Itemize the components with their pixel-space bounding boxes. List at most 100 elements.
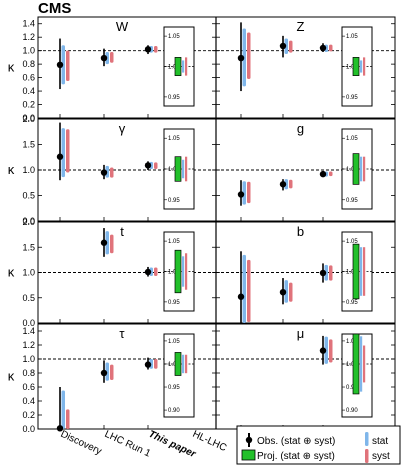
- projection-stat-bar: [360, 60, 363, 73]
- observed-point: [279, 288, 287, 296]
- inset-tick-label: 0.95: [168, 95, 180, 101]
- observed-point: [319, 269, 327, 277]
- projection-box: [352, 153, 360, 185]
- inset-tick-label: 0.95: [168, 198, 180, 204]
- y-tick-label: 0.2: [22, 410, 35, 420]
- y-tick-label: 1.5: [22, 140, 35, 150]
- projection-box: [174, 352, 182, 376]
- y-tick-label: 0.6: [22, 382, 35, 392]
- y-tick-label: 1.4: [22, 326, 35, 336]
- y-tick-label: 0.8: [22, 59, 35, 69]
- y-tick-label: 1.4: [22, 19, 35, 29]
- inset-tick-label: 0.95: [346, 198, 358, 204]
- projection-stat-bar: [360, 336, 363, 392]
- x-category-label: Discovery: [59, 429, 103, 458]
- y-tick-label: 0.5: [22, 293, 35, 303]
- legend: Obs. (stat ⊕ syst) Proj. (stat ⊕ syst) s…: [236, 425, 401, 465]
- inset-tick-label: 1.00: [168, 167, 180, 173]
- observed-point: [56, 425, 64, 432]
- projection-stat-bar: [182, 159, 185, 179]
- projection-syst-bar: [363, 156, 366, 182]
- panel-3: g 0.95 1.00 1.05: [215, 118, 396, 222]
- projection-box: [174, 57, 182, 76]
- panel-title: b: [297, 224, 304, 239]
- observed-point: [100, 169, 108, 176]
- observed-point: [319, 170, 327, 178]
- y-tick-label: 0.2: [22, 100, 35, 110]
- y-tick-label: 0.0: [22, 318, 35, 328]
- inset-tick-label: 1.05: [346, 136, 358, 142]
- y-tick-label: 0.5: [22, 191, 35, 201]
- x-category-label: This paper: [147, 429, 198, 461]
- legend-obs-marker: [245, 436, 253, 444]
- panel-6: 0.0 0.2 0.4 0.6 0.8 1.0 1.2 1.4 κ τ 0.90 0.95 1.00 1.…: [8, 323, 217, 434]
- stat-bar: [61, 390, 65, 429]
- y-tick-label: 0.6: [22, 73, 35, 83]
- syst-bar: [66, 129, 70, 173]
- panel-4: 0.0 0.5 1.0 1.5 2.0 κ t 0.95 1.00 1.05: [8, 217, 217, 328]
- inset-tick-label: 1.00: [346, 65, 358, 71]
- stat-bar: [61, 128, 65, 178]
- observed-point: [319, 347, 327, 354]
- syst-bar: [154, 267, 158, 277]
- inset-tick-label: 0.95: [168, 385, 180, 391]
- observed-point: [100, 54, 108, 62]
- panel-title: t: [120, 224, 124, 239]
- y-tick-label: 1.2: [22, 32, 35, 42]
- panel-title: γ: [119, 121, 126, 136]
- observed-point: [100, 239, 108, 246]
- observed-point: [100, 369, 108, 377]
- projection-syst-bar: [185, 253, 188, 290]
- projection-syst-bar: [363, 57, 366, 76]
- observed-point: [56, 61, 64, 69]
- inset-tick-label: 1.05: [346, 239, 358, 245]
- y-tick-label: 1.2: [22, 340, 35, 350]
- y-tick-label: 1.5: [22, 242, 35, 252]
- observed-point: [144, 46, 152, 53]
- observed-point: [279, 181, 287, 188]
- syst-bar: [110, 364, 114, 380]
- syst-bar: [66, 409, 70, 429]
- y-tick-label: 2.0: [22, 114, 35, 124]
- legend-box: [236, 425, 401, 465]
- projection-syst-bar: [185, 156, 188, 182]
- stat-bar: [284, 179, 288, 190]
- legend-stat-label: stat: [372, 436, 388, 447]
- y-tick-label: 0.4: [22, 86, 35, 96]
- stat-bar: [105, 362, 109, 381]
- y-axis-label: κ: [8, 265, 15, 280]
- stat-bar: [284, 38, 288, 55]
- panel-2: 0.0 0.5 1.0 1.5 2.0 κ γ 0.95 1.00 1.05: [8, 114, 217, 226]
- projection-stat-bar: [182, 60, 185, 73]
- panel-5: b 0.95 1.00 1.05: [215, 221, 396, 324]
- projection-box: [352, 57, 360, 76]
- y-axis-label: κ: [8, 369, 15, 384]
- inset-tick-label: 1.05: [346, 34, 358, 40]
- projection-box: [174, 249, 182, 294]
- inset-tick-label: 1.00: [168, 65, 180, 71]
- inset-tick-label: 0.95: [168, 300, 180, 306]
- panel-title: τ: [119, 326, 125, 341]
- syst-bar: [110, 167, 114, 178]
- inset-tick-label: 1.05: [168, 239, 180, 245]
- syst-bar: [66, 50, 70, 81]
- y-axis-label: κ: [8, 60, 15, 75]
- y-tick-label: 2.0: [22, 217, 35, 227]
- y-axis-label: κ: [8, 162, 15, 177]
- syst-bar: [110, 234, 114, 254]
- inset-tick-label: 1.00: [346, 167, 358, 173]
- legend-proj-swatch: [241, 449, 256, 461]
- inset-tick-label: 1.00: [168, 270, 180, 276]
- observed-point: [144, 361, 152, 368]
- observed-point: [144, 268, 152, 276]
- inset-tick-label: 1.05: [168, 136, 180, 142]
- panel-title: W: [116, 19, 129, 34]
- stat-bar: [105, 165, 109, 178]
- inset-tick-label: 1.00: [346, 362, 358, 368]
- projection-stat-bar: [360, 247, 363, 296]
- y-tick-label: 0.0: [22, 424, 35, 434]
- y-tick-label: 1.0: [22, 46, 35, 56]
- syst-bar: [154, 359, 158, 369]
- syst-bar: [289, 282, 293, 302]
